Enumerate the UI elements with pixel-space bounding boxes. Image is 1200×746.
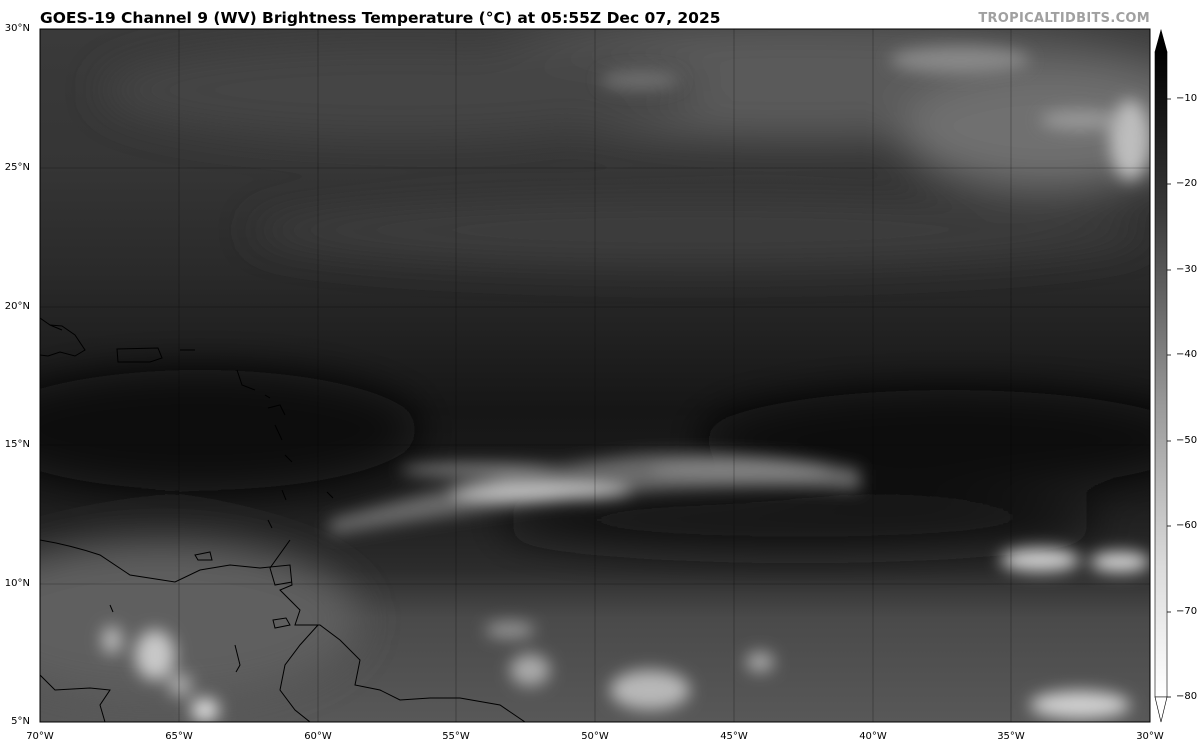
lon-label: 40°W xyxy=(859,731,887,742)
colorbar-tick-label: −80 xyxy=(1176,691,1198,702)
lon-label: 65°W xyxy=(165,731,193,742)
lat-label: 20°N xyxy=(4,301,30,312)
colorbar-tick-label: −70 xyxy=(1176,606,1198,617)
lon-label: 30°W xyxy=(1136,731,1164,742)
gridlines xyxy=(40,29,1150,722)
lat-label: 15°N xyxy=(4,439,30,450)
coastlines xyxy=(40,317,526,722)
cloud-features xyxy=(102,46,1150,722)
colorbar-tick-label: −10 xyxy=(1176,93,1198,104)
lon-label: 45°W xyxy=(720,731,748,742)
lat-label: 10°N xyxy=(4,578,30,589)
map-title: GOES-19 Channel 9 (WV) Brightness Temper… xyxy=(40,9,721,27)
map-frame xyxy=(39,28,1151,723)
lon-label: 60°W xyxy=(304,731,332,742)
colorbar-tick-label: −50 xyxy=(1176,435,1198,446)
lon-label: 50°W xyxy=(581,731,609,742)
colorbar-tick-label: −30 xyxy=(1176,264,1198,275)
watermark: TROPICALTIDBITS.COM xyxy=(978,11,1150,26)
lon-label: 70°W xyxy=(26,731,54,742)
lon-label: 55°W xyxy=(442,731,470,742)
colorbar-tick-label: −20 xyxy=(1176,178,1198,189)
colorbar xyxy=(1154,28,1171,723)
colorbar-tick-label: −40 xyxy=(1176,349,1198,360)
lat-label: 5°N xyxy=(11,716,30,727)
imagery xyxy=(40,29,1150,722)
lat-label: 25°N xyxy=(4,162,30,173)
colorbar-tick-label: −60 xyxy=(1176,520,1198,531)
lat-label: 30°N xyxy=(4,23,30,34)
lon-label: 35°W xyxy=(997,731,1025,742)
